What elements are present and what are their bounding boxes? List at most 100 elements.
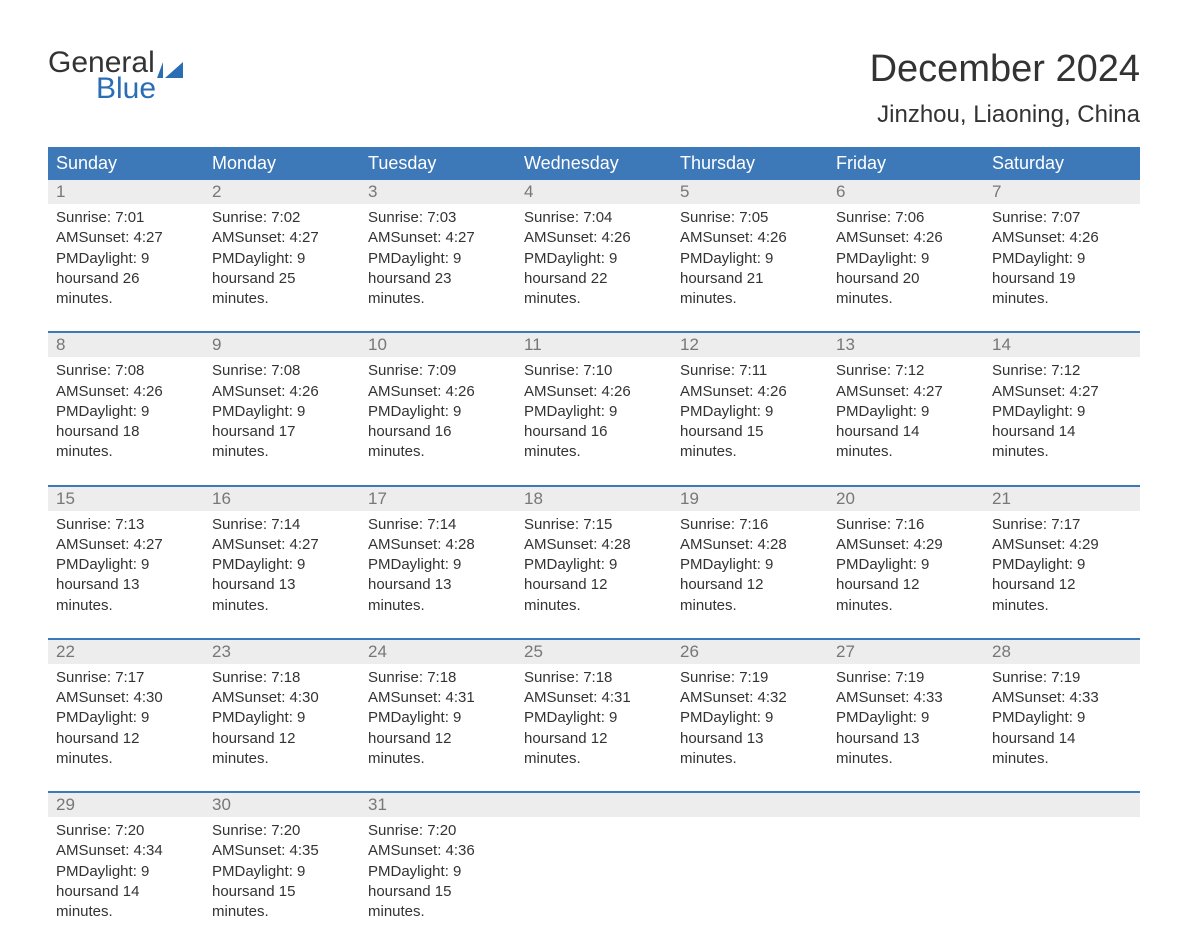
title-block: December 2024 Jinzhou, Liaoning, China [870, 48, 1140, 129]
day-number: 1 [48, 180, 204, 204]
day-cell: Sunrise: 7:14 AMSunset: 4:27 PMDaylight:… [204, 511, 360, 620]
day-number: 25 [516, 640, 672, 664]
header: General Blue December 2024 Jinzhou, Liao… [48, 48, 1140, 129]
day-header-row: Sunday Monday Tuesday Wednesday Thursday… [48, 147, 1140, 180]
logo-text-blue: Blue [96, 74, 156, 104]
week-row: 891011121314Sunrise: 7:08 AMSunset: 4:26… [48, 331, 1140, 466]
day-cell: Sunrise: 7:20 AMSunset: 4:36 PMDaylight:… [360, 817, 516, 926]
day-number: 13 [828, 333, 984, 357]
daynum-row: 891011121314 [48, 333, 1140, 357]
day-cell: Sunrise: 7:08 AMSunset: 4:26 PMDaylight:… [48, 357, 204, 466]
day-number: 11 [516, 333, 672, 357]
week-row: 15161718192021Sunrise: 7:13 AMSunset: 4:… [48, 485, 1140, 620]
day-cell: Sunrise: 7:18 AMSunset: 4:31 PMDaylight:… [516, 664, 672, 773]
day-number: 22 [48, 640, 204, 664]
day-number: 29 [48, 793, 204, 817]
day-number: 16 [204, 487, 360, 511]
day-cell: Sunrise: 7:12 AMSunset: 4:27 PMDaylight:… [828, 357, 984, 466]
day-number: 3 [360, 180, 516, 204]
day-cell: Sunrise: 7:04 AMSunset: 4:26 PMDaylight:… [516, 204, 672, 313]
day-cell: Sunrise: 7:03 AMSunset: 4:27 PMDaylight:… [360, 204, 516, 313]
day-cell: Sunrise: 7:20 AMSunset: 4:34 PMDaylight:… [48, 817, 204, 926]
day-cell: Sunrise: 7:12 AMSunset: 4:27 PMDaylight:… [984, 357, 1140, 466]
day-cell: Sunrise: 7:15 AMSunset: 4:28 PMDaylight:… [516, 511, 672, 620]
month-title: December 2024 [870, 48, 1140, 91]
day-number: 15 [48, 487, 204, 511]
logo: General Blue [48, 48, 183, 104]
day-cell: Sunrise: 7:18 AMSunset: 4:31 PMDaylight:… [360, 664, 516, 773]
day-number: 21 [984, 487, 1140, 511]
location: Jinzhou, Liaoning, China [870, 101, 1140, 129]
day-header-fri: Friday [828, 147, 984, 180]
day-cell: Sunrise: 7:07 AMSunset: 4:26 PMDaylight:… [984, 204, 1140, 313]
day-cell: Sunrise: 7:01 AMSunset: 4:27 PMDaylight:… [48, 204, 204, 313]
day-cell: Sunrise: 7:10 AMSunset: 4:26 PMDaylight:… [516, 357, 672, 466]
day-cell: Sunrise: 7:16 AMSunset: 4:29 PMDaylight:… [828, 511, 984, 620]
day-number: 10 [360, 333, 516, 357]
day-cell [516, 817, 672, 926]
daybody-row: Sunrise: 7:20 AMSunset: 4:34 PMDaylight:… [48, 817, 1140, 926]
day-number: 14 [984, 333, 1140, 357]
day-number [672, 793, 828, 817]
daynum-row: 22232425262728 [48, 640, 1140, 664]
day-cell: Sunrise: 7:17 AMSunset: 4:30 PMDaylight:… [48, 664, 204, 773]
day-cell: Sunrise: 7:20 AMSunset: 4:35 PMDaylight:… [204, 817, 360, 926]
weeks-container: 1234567Sunrise: 7:01 AMSunset: 4:27 PMDa… [48, 180, 1140, 926]
logo-flag-icon [157, 58, 183, 78]
day-cell: Sunrise: 7:06 AMSunset: 4:26 PMDaylight:… [828, 204, 984, 313]
day-cell: Sunrise: 7:02 AMSunset: 4:27 PMDaylight:… [204, 204, 360, 313]
day-number: 28 [984, 640, 1140, 664]
daybody-row: Sunrise: 7:17 AMSunset: 4:30 PMDaylight:… [48, 664, 1140, 773]
day-header-sat: Saturday [984, 147, 1140, 180]
day-number: 30 [204, 793, 360, 817]
week-row: 1234567Sunrise: 7:01 AMSunset: 4:27 PMDa… [48, 180, 1140, 313]
day-header-thu: Thursday [672, 147, 828, 180]
day-number: 26 [672, 640, 828, 664]
day-header-tue: Tuesday [360, 147, 516, 180]
day-number: 18 [516, 487, 672, 511]
day-cell: Sunrise: 7:16 AMSunset: 4:28 PMDaylight:… [672, 511, 828, 620]
day-number: 4 [516, 180, 672, 204]
day-number: 6 [828, 180, 984, 204]
week-row: 293031Sunrise: 7:20 AMSunset: 4:34 PMDay… [48, 791, 1140, 926]
calendar: Sunday Monday Tuesday Wednesday Thursday… [48, 147, 1140, 926]
day-number: 5 [672, 180, 828, 204]
day-number: 7 [984, 180, 1140, 204]
day-number: 27 [828, 640, 984, 664]
daynum-row: 1234567 [48, 180, 1140, 204]
day-header-wed: Wednesday [516, 147, 672, 180]
day-cell: Sunrise: 7:14 AMSunset: 4:28 PMDaylight:… [360, 511, 516, 620]
day-number: 24 [360, 640, 516, 664]
daybody-row: Sunrise: 7:01 AMSunset: 4:27 PMDaylight:… [48, 204, 1140, 313]
day-number: 19 [672, 487, 828, 511]
day-number [984, 793, 1140, 817]
day-cell: Sunrise: 7:19 AMSunset: 4:32 PMDaylight:… [672, 664, 828, 773]
day-number: 9 [204, 333, 360, 357]
day-number: 23 [204, 640, 360, 664]
day-header-mon: Monday [204, 147, 360, 180]
day-cell [828, 817, 984, 926]
day-cell: Sunrise: 7:19 AMSunset: 4:33 PMDaylight:… [828, 664, 984, 773]
day-number: 2 [204, 180, 360, 204]
daynum-row: 15161718192021 [48, 487, 1140, 511]
day-cell [672, 817, 828, 926]
day-cell: Sunrise: 7:13 AMSunset: 4:27 PMDaylight:… [48, 511, 204, 620]
week-row: 22232425262728Sunrise: 7:17 AMSunset: 4:… [48, 638, 1140, 773]
day-cell: Sunrise: 7:11 AMSunset: 4:26 PMDaylight:… [672, 357, 828, 466]
day-cell: Sunrise: 7:17 AMSunset: 4:29 PMDaylight:… [984, 511, 1140, 620]
day-cell: Sunrise: 7:18 AMSunset: 4:30 PMDaylight:… [204, 664, 360, 773]
day-number [516, 793, 672, 817]
day-number: 17 [360, 487, 516, 511]
day-number: 20 [828, 487, 984, 511]
daynum-row: 293031 [48, 793, 1140, 817]
day-cell: Sunrise: 7:08 AMSunset: 4:26 PMDaylight:… [204, 357, 360, 466]
day-header-sun: Sunday [48, 147, 204, 180]
day-number [828, 793, 984, 817]
day-cell [984, 817, 1140, 926]
day-cell: Sunrise: 7:09 AMSunset: 4:26 PMDaylight:… [360, 357, 516, 466]
daybody-row: Sunrise: 7:13 AMSunset: 4:27 PMDaylight:… [48, 511, 1140, 620]
day-cell: Sunrise: 7:05 AMSunset: 4:26 PMDaylight:… [672, 204, 828, 313]
day-number: 8 [48, 333, 204, 357]
day-number: 31 [360, 793, 516, 817]
day-number: 12 [672, 333, 828, 357]
